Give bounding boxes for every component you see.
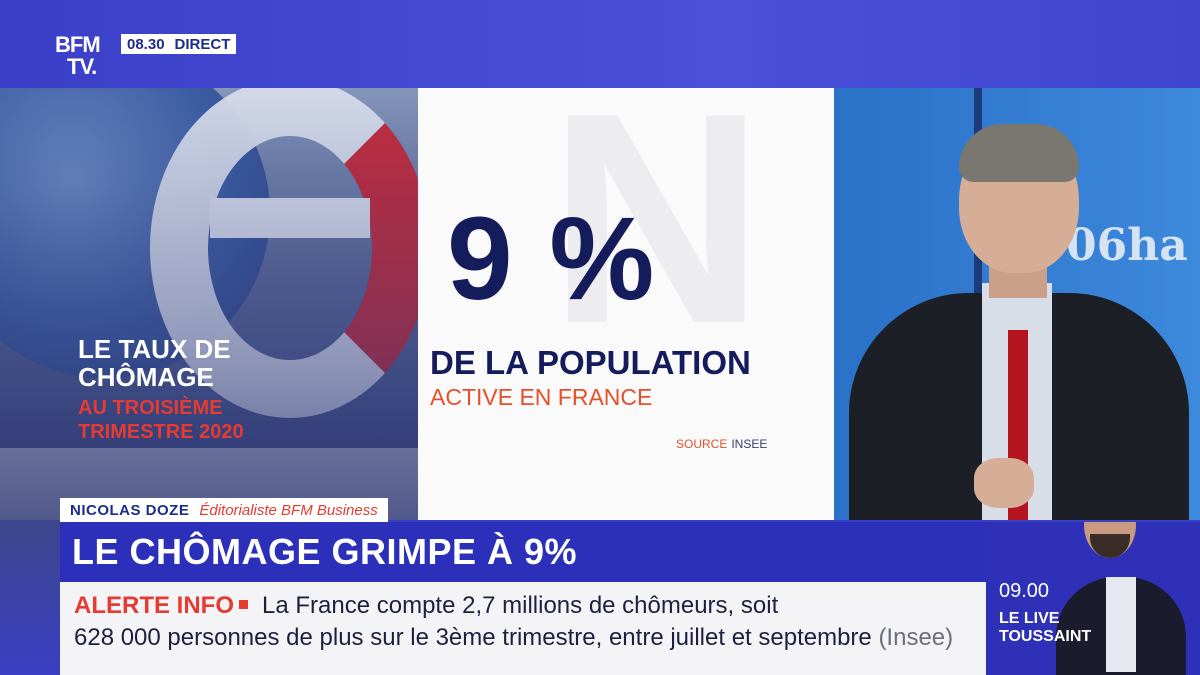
host-beard xyxy=(1090,534,1130,558)
pole-emploi-photo xyxy=(0,88,418,520)
next-program-time: 09.00 xyxy=(999,580,1050,602)
statistic-value: 9 % xyxy=(447,193,657,325)
studio-view: 06ha xyxy=(834,88,1200,520)
statistic-card: N xyxy=(418,88,834,520)
graphic-title: LE TAUX DE CHÔMAGE xyxy=(78,334,231,392)
breaking-news-ticker: ALERTE INFO La France compte 2,7 millions… xyxy=(60,582,986,675)
logo-line-2: TV. xyxy=(67,54,97,79)
speaker-role: Éditorialiste BFM Business xyxy=(199,501,378,519)
source-label: SOURCE xyxy=(676,437,728,451)
presenter-hair xyxy=(959,124,1079,182)
ticker-line-2: 628 000 personnes de plus sur le 3ème tr… xyxy=(74,624,953,652)
host-shirt xyxy=(1106,577,1136,672)
statistic-title: DE LA POPULATION xyxy=(430,344,751,381)
live-status: DIRECT xyxy=(174,35,231,53)
next-program-card: 09.00 LE LIVE TOUSSAINT xyxy=(986,522,1200,675)
ticker-text-1: La France compte 2,7 millions de chômeur… xyxy=(262,592,779,619)
clock-time: 08.30 xyxy=(127,35,165,53)
next-program-title-line-2: TOUSSAINT xyxy=(999,628,1092,645)
studio-screen-text: 06ha xyxy=(1066,220,1188,271)
ticker-source: (Insee) xyxy=(878,624,954,651)
live-time-badge: 08.30 DIRECT xyxy=(121,34,237,54)
next-program-title-line-1: LE LIVE xyxy=(999,610,1060,627)
headline-bar: LE CHÔMAGE GRIMPE À 9% xyxy=(60,522,986,582)
logo-line-1: BFM xyxy=(55,32,101,57)
bfmtv-logo: BFM TV. xyxy=(55,34,117,84)
graphic-subtitle: AU TROISIÈME TRIMESTRE 2020 xyxy=(78,397,244,443)
alert-label: ALERTE INFO xyxy=(74,592,234,619)
source-credit: SOURCE INSEE xyxy=(676,437,767,451)
headline-text: LE CHÔMAGE GRIMPE À 9% xyxy=(72,531,578,572)
speaker-name-bar: NICOLAS DOZE Éditorialiste BFM Business xyxy=(60,498,388,522)
source-value: INSEE xyxy=(731,437,768,451)
next-program-title: LE LIVE TOUSSAINT xyxy=(999,610,1091,646)
ticker-text-2: 628 000 personnes de plus sur le 3ème tr… xyxy=(74,624,872,651)
speaker-name: NICOLAS DOZE xyxy=(70,501,190,519)
lower-left-background xyxy=(0,520,60,675)
ticker-line-1: ALERTE INFO La France compte 2,7 millions… xyxy=(74,592,778,620)
background-watermark-shape: N xyxy=(548,88,765,386)
statistic-subtitle: ACTIVE EN FRANCE xyxy=(430,384,653,410)
presenter-hand xyxy=(974,458,1034,508)
photo-shade xyxy=(0,88,418,520)
alert-square-icon xyxy=(239,600,248,610)
